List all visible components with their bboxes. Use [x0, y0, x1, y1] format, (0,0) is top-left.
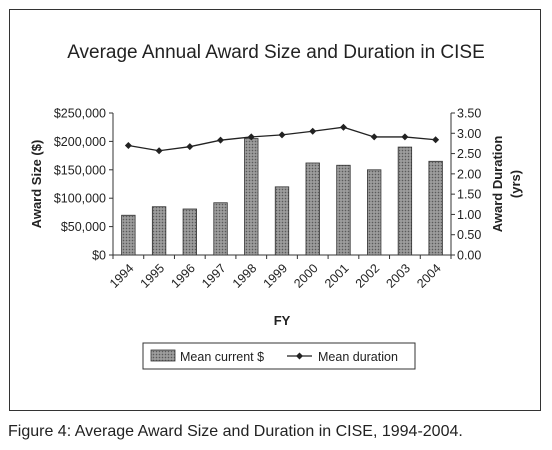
line-point — [370, 133, 378, 141]
x-axis-title: FY — [274, 313, 291, 328]
line-point — [401, 133, 409, 141]
line-point — [247, 133, 255, 141]
bar — [305, 162, 320, 256]
line-point — [278, 131, 286, 139]
plot-area: $0 $50,000 $100,000 $150,000 $200,000 $250,00… — [54, 107, 482, 291]
line-point — [155, 147, 163, 155]
line-point — [124, 141, 132, 149]
bar — [121, 214, 136, 256]
y-right-tick-label: 1.50 — [457, 188, 481, 202]
y-left-tick-label: $100,000 — [54, 192, 106, 206]
line-point — [432, 136, 440, 144]
x-tick-label: 1998 — [230, 261, 260, 291]
series-line-mean-duration — [128, 126, 436, 152]
x-tick-label: 1996 — [168, 261, 198, 291]
y-axis-title-left: Award Size ($) — [29, 140, 44, 229]
x-tick-label: 2001 — [322, 261, 352, 291]
y-right-tick-label: 3.50 — [457, 107, 481, 121]
y-left-tick-label: $150,000 — [54, 163, 106, 177]
y-right-tick-label: 2.00 — [457, 167, 481, 181]
y-right-tick-label: 2.50 — [457, 147, 481, 161]
y-left-tick-label: $250,000 — [54, 107, 106, 121]
line-point — [339, 123, 347, 131]
y-left-tick-label: $50,000 — [61, 220, 106, 234]
x-tick-label: 2000 — [291, 261, 321, 291]
y-left-tick-label: $0 — [92, 249, 106, 263]
x-tick-label: 1995 — [138, 261, 168, 291]
legend-label-mean-current: Mean current $ — [180, 350, 264, 364]
legend-swatch-bar — [150, 349, 176, 362]
legend: Mean current $ Mean duration — [142, 342, 416, 370]
legend-box — [142, 342, 416, 370]
x-tick-label: 2004 — [414, 261, 444, 291]
bar — [151, 206, 167, 256]
y-right-tick-label: 1.00 — [457, 208, 481, 222]
line-point — [186, 143, 194, 151]
y-left-tick-label: $200,000 — [54, 135, 106, 149]
x-tick-label: 2002 — [353, 261, 383, 291]
bar — [274, 186, 290, 256]
line-point — [217, 136, 225, 144]
bar — [397, 146, 413, 256]
legend-swatch-marker — [296, 352, 303, 360]
x-tick-label: 2003 — [383, 261, 413, 291]
y-right-tick-label: 0.00 — [457, 249, 481, 263]
y-right-tick-label: 3.00 — [457, 127, 481, 141]
bar — [428, 160, 443, 256]
bar — [213, 202, 228, 256]
chart-title: Average Annual Award Size and Duration i… — [67, 42, 485, 63]
y-right-tick-label: 0.50 — [457, 228, 481, 242]
x-tick-label: 1999 — [261, 261, 291, 291]
x-tick-label: 1997 — [199, 261, 229, 291]
line-point — [309, 127, 317, 135]
bar — [336, 164, 351, 256]
y-axis-title-right: Award Duration — [490, 136, 505, 233]
figure-caption: Figure 4: Average Award Size and Duratio… — [8, 423, 463, 440]
bar — [182, 208, 197, 256]
x-tick-label: 1994 — [107, 261, 137, 291]
y-axis-title-right-unit: (yrs) — [508, 170, 523, 198]
bar — [244, 138, 259, 256]
bar — [367, 169, 382, 256]
legend-label-mean-duration: Mean duration — [318, 350, 398, 364]
